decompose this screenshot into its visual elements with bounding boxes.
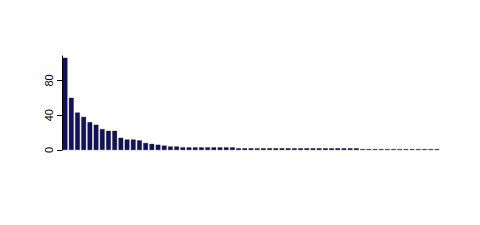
svg-text:40: 40: [43, 109, 55, 121]
svg-text:0: 0: [43, 147, 55, 153]
svg-text:80: 80: [43, 74, 55, 86]
